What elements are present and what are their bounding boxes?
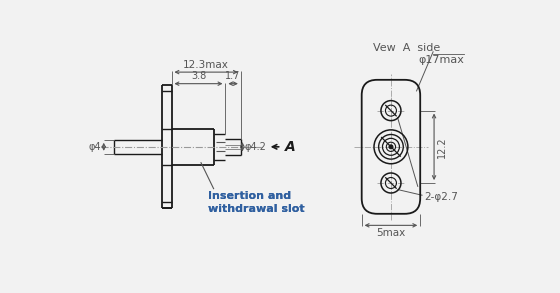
Text: Insertion and
withdrawal slot: Insertion and withdrawal slot	[208, 191, 305, 214]
Text: 3.8: 3.8	[191, 71, 206, 81]
Text: φ17max: φ17max	[418, 55, 464, 65]
Text: Insertion and
withdrawal slot: Insertion and withdrawal slot	[208, 191, 305, 214]
Text: Vew  A  side: Vew A side	[373, 43, 440, 53]
Text: φ4.2: φ4.2	[245, 142, 267, 152]
Text: 12.3max: 12.3max	[183, 60, 229, 70]
Circle shape	[389, 145, 393, 149]
Text: 12.2: 12.2	[437, 136, 447, 158]
Text: φ4: φ4	[89, 142, 101, 152]
Text: A: A	[284, 140, 296, 154]
Text: 1.7: 1.7	[226, 71, 241, 81]
Text: 2-φ2.7: 2-φ2.7	[424, 192, 458, 202]
Text: 5max: 5max	[376, 229, 405, 239]
